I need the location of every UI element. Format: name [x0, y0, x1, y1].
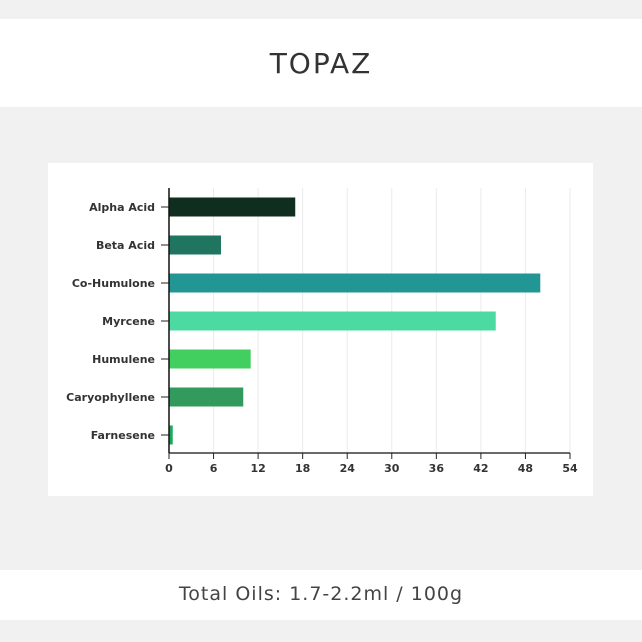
- bar-co-humulone: [169, 273, 541, 293]
- category-label-humulene: Humulene: [92, 353, 155, 366]
- tick-labels: 0 6 12 18 24 30 36 42 48 54: [165, 462, 578, 475]
- x-tick-label-30: 30: [384, 462, 400, 475]
- category-label-caryophyllene: Caryophyllene: [66, 391, 155, 404]
- category-label-beta-acid: Beta Acid: [96, 239, 155, 252]
- chart-card: Alpha Acid Beta Acid Co-Humulone Myrcene Hum…: [48, 163, 593, 496]
- x-tick-label-0: 0: [165, 462, 173, 475]
- category-label-farnesene: Farnesene: [91, 429, 155, 442]
- page-title: TOPAZ: [269, 47, 373, 80]
- x-tick-label-12: 12: [250, 462, 265, 475]
- x-tick-label-6: 6: [210, 462, 218, 475]
- x-tick-label-36: 36: [429, 462, 445, 475]
- x-tick-label-24: 24: [340, 462, 356, 475]
- category-label-alpha-acid: Alpha Acid: [89, 201, 155, 214]
- bar-chart: Alpha Acid Beta Acid Co-Humulone Myrcene Hum…: [66, 188, 578, 475]
- axes: [161, 188, 571, 459]
- bar-caryophyllene: [169, 387, 244, 407]
- header-bar: TOPAZ: [0, 19, 642, 107]
- footer-bar: Total Oils: 1.7-2.2ml / 100g: [0, 570, 642, 620]
- bar-humulene: [169, 349, 251, 369]
- bar-myrcene: [169, 311, 496, 331]
- bar-beta-acid: [169, 235, 221, 255]
- total-oils-text: Total Oils: 1.7-2.2ml / 100g: [178, 583, 464, 605]
- x-tick-label-54: 54: [562, 462, 578, 475]
- bars: [169, 197, 541, 445]
- bar-alpha-acid: [169, 197, 296, 217]
- x-tick-label-48: 48: [518, 462, 533, 475]
- category-labels: Alpha Acid Beta Acid Co-Humulone Myrcene Hum…: [66, 201, 155, 442]
- x-tick-label-18: 18: [295, 462, 310, 475]
- bar-farnesene: [169, 425, 173, 445]
- category-label-myrcene: Myrcene: [102, 315, 155, 328]
- category-label-co-humulone: Co-Humulone: [72, 277, 155, 290]
- x-tick-label-42: 42: [473, 462, 488, 475]
